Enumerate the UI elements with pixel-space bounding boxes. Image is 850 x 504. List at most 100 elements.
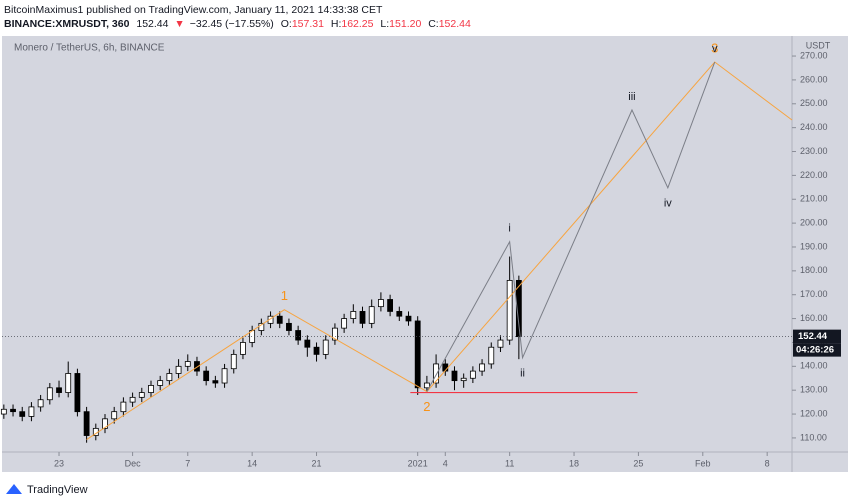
change: −32.45 (−17.55%) — [190, 18, 274, 30]
candle-body — [148, 385, 154, 393]
footer-logo: TradingView — [6, 484, 88, 496]
candle-body — [433, 363, 439, 384]
candle-body — [221, 368, 228, 384]
close-label: C: — [428, 18, 439, 30]
wave-label: ii — [520, 368, 525, 380]
low: 151.20 — [389, 18, 421, 30]
last-price-label: 152.44 — [798, 331, 828, 342]
wave-label: i — [508, 223, 510, 235]
candle-body — [423, 382, 430, 389]
y-tick-label: 190.00 — [800, 241, 828, 251]
wave-line — [426, 61, 716, 392]
candle-body — [212, 380, 219, 384]
candle-body — [414, 320, 421, 389]
candle-body — [469, 370, 476, 379]
y-unit: USDT — [806, 40, 831, 50]
y-tick-label: 250.00 — [800, 98, 828, 108]
candle-body — [378, 299, 384, 308]
x-tick-label: 11 — [505, 458, 514, 468]
wave-label: iii — [628, 91, 635, 103]
y-tick-label: 270.00 — [800, 50, 828, 60]
candle-body — [506, 279, 513, 341]
chart-background — [2, 36, 848, 472]
candle-body — [184, 361, 191, 367]
x-tick-label: 25 — [633, 458, 643, 468]
candle-body — [313, 346, 320, 355]
x-tick-label: 4 — [443, 458, 448, 468]
candle-body — [120, 401, 127, 413]
candle-body — [460, 377, 467, 382]
last-price-box — [793, 329, 841, 344]
open-label: O: — [281, 18, 292, 30]
candle-body — [102, 418, 108, 429]
symbol: BINANCE:XMRUSDT, 360 — [4, 18, 130, 30]
candle-body — [295, 330, 302, 341]
wave-line — [86, 61, 793, 441]
x-tick-label: 2021 — [408, 458, 428, 468]
candle-body — [129, 396, 136, 403]
y-tick-label: 220.00 — [800, 170, 828, 180]
y-tick-label: 120.00 — [800, 408, 828, 418]
candle-body — [240, 342, 246, 355]
candle-body — [405, 315, 412, 322]
open: 157.31 — [292, 18, 324, 30]
candle-body — [267, 315, 274, 324]
candle-body — [203, 370, 210, 382]
candle-body — [138, 392, 145, 398]
chart-title: Monero / TetherUS, 6h, BINANCE — [14, 43, 165, 54]
y-tick-label: 180.00 — [800, 265, 828, 275]
x-tick-label: 7 — [185, 458, 190, 468]
candle-body — [46, 387, 53, 401]
y-tick-label: 200.00 — [800, 217, 828, 227]
wave-label: iv — [664, 198, 672, 210]
candle-body — [286, 322, 292, 331]
candle-body — [65, 373, 72, 393]
logo-icon — [6, 484, 22, 494]
publish-line: BitcoinMaximus1 published on TradingView… — [4, 4, 383, 16]
candle-body — [56, 387, 62, 393]
y-tick-label: 110.00 — [800, 432, 827, 442]
last: 152.44 — [136, 18, 168, 30]
y-tick-label: 240.00 — [800, 122, 828, 132]
candle-body — [83, 411, 90, 436]
x-tick-label: 14 — [247, 458, 257, 468]
candle-body — [368, 306, 375, 324]
candle-body — [396, 311, 403, 317]
candle-body — [166, 373, 173, 382]
candle-body — [175, 365, 182, 374]
y-tick-label: 140.00 — [800, 361, 828, 371]
candle-body — [37, 399, 44, 408]
candle-body — [194, 361, 200, 372]
high-label: H: — [331, 18, 342, 30]
candle-body — [157, 380, 164, 386]
candle-body — [28, 406, 35, 417]
x-tick-label: Feb — [695, 458, 711, 468]
candle-body — [322, 339, 329, 355]
arrow: ▼ — [174, 18, 184, 30]
y-tick-label: 130.00 — [800, 385, 828, 395]
high: 162.25 — [341, 18, 373, 30]
x-tick-label: Dec — [125, 458, 142, 468]
candle-body — [0, 408, 7, 415]
plot: 110.00120.00130.00140.00150.00160.00170.… — [0, 40, 841, 468]
candle-body — [387, 299, 394, 312]
candle-body — [19, 411, 26, 417]
wave-label: v — [712, 43, 718, 55]
candle-body — [230, 353, 237, 370]
countdown-box — [793, 343, 841, 357]
candle-body — [497, 339, 504, 348]
candle-body — [332, 327, 338, 341]
candle-body — [359, 311, 366, 324]
candle-body — [74, 373, 81, 413]
y-tick-label: 160.00 — [800, 313, 828, 323]
candle-body — [10, 408, 16, 413]
candle-body — [111, 411, 118, 420]
candle-body — [341, 318, 348, 329]
y-tick-label: 170.00 — [800, 289, 828, 299]
candle-body — [479, 363, 485, 372]
wave-label: 3 — [711, 40, 718, 55]
x-tick-label: 21 — [312, 458, 322, 468]
candle-body — [276, 315, 283, 324]
quote-line: BINANCE:XMRUSDT, 360 152.44 ▼ −32.45 (−1… — [4, 18, 471, 30]
